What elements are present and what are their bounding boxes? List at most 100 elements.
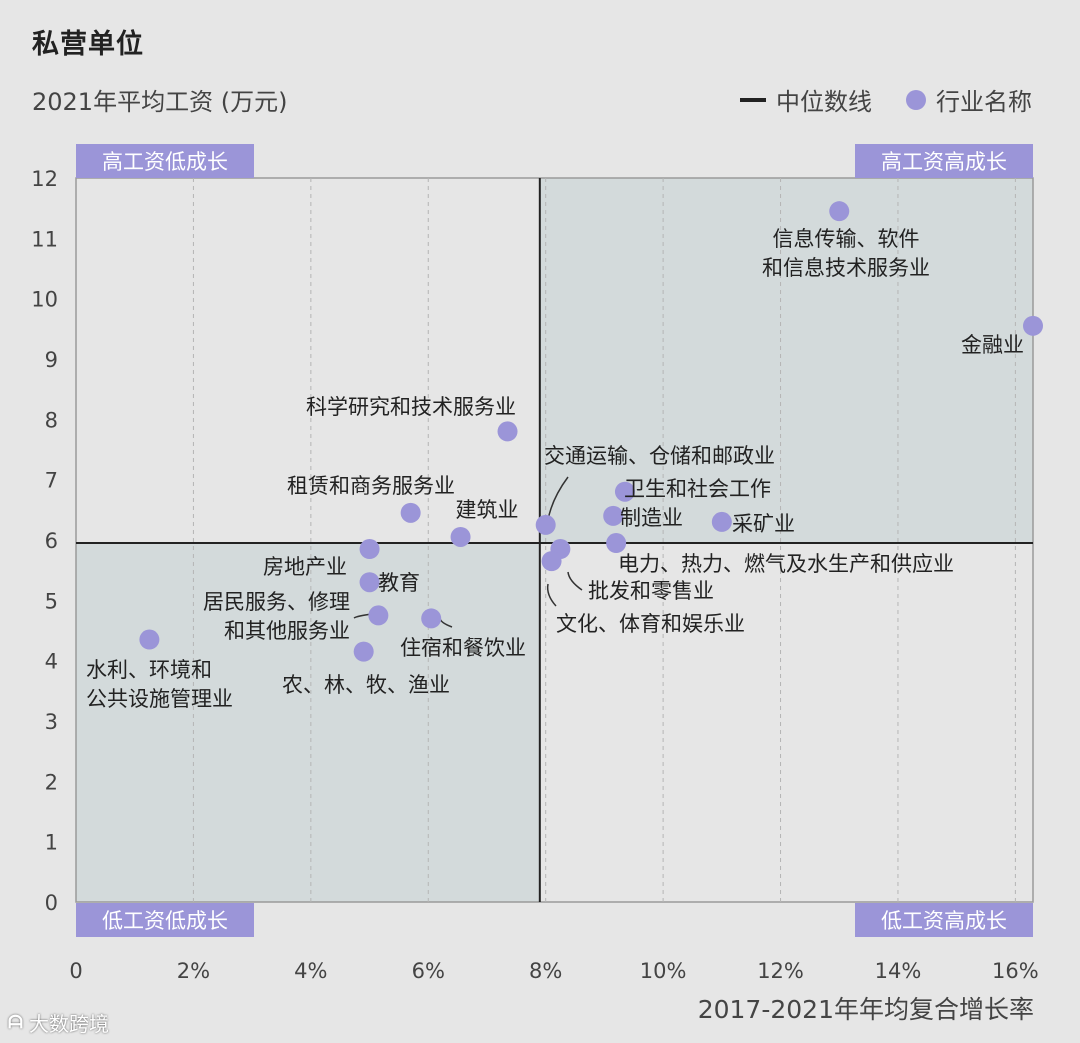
legend-industry-label: 行业名称 [936,88,1032,116]
data-point [711,511,732,532]
plot-frame [75,177,1034,903]
data-point-label: 水利、环境和公共设施管理业 [86,658,233,711]
data-point-label: 科学研究和技术服务业 [306,395,516,419]
y-tick-label: 5 [45,589,58,613]
data-point-label-line: 批发和零售业 [588,579,714,603]
data-point-label-line: 金融业 [961,333,1024,357]
data-point-label-line: 租赁和商务服务业 [287,474,455,498]
data-point-label: 租赁和商务服务业 [287,474,455,498]
data-point [829,201,850,222]
quadrant-label-top-left-bg [76,144,254,178]
y-tick-label: 4 [45,650,58,674]
data-point-label: 文化、体育和娱乐业 [556,612,745,636]
data-point [1023,315,1043,336]
quadrant-label-bottom-left: 低工资低成长 [102,909,228,933]
data-point-label: 制造业 [620,506,683,530]
y-tick-label: 0 [45,891,58,915]
data-point [497,421,518,442]
data-point-label: 卫生和社会工作 [624,477,771,501]
data-point-label-line: 电力、热力、燃气及水生产和供应业 [618,552,954,576]
data-point [400,502,421,523]
x-tick-label: 14% [875,959,922,983]
data-point [353,641,374,662]
y-tick-label: 12 [31,167,58,191]
data-point-label-line: 文化、体育和娱乐业 [556,612,745,636]
y-tick-label: 6 [45,529,58,553]
y-axis-title: 2021年平均工资 (万元) [32,88,288,116]
data-point [421,608,442,629]
data-point-label: 电力、热力、燃气及水生产和供应业 [618,552,954,576]
y-tick-label: 2 [45,770,58,794]
data-point [535,514,556,535]
legend-median-label: 中位数线 [776,88,872,116]
x-tick-label: 10% [640,959,687,983]
data-point [606,533,627,554]
x-tick-label: 12% [757,959,804,983]
quadrant-label-bottom-right-bg [855,903,1033,937]
data-point-label-line: 房地产业 [263,555,347,579]
data-point-label-line: 交通运输、仓储和邮政业 [544,444,775,468]
data-point-label: 批发和零售业 [588,579,714,603]
data-point [139,629,160,650]
data-point-label-line: 卫生和社会工作 [624,477,771,501]
data-point-label-line: 信息传输、软件 [773,227,920,251]
data-point-label: 采矿业 [732,512,795,536]
x-tick-label: 0 [69,959,82,983]
chart-title: 私营单位 [32,29,144,60]
data-point-label-line: 建筑业 [456,498,519,522]
quadrant-label-top-left: 高工资低成长 [102,150,228,174]
data-point-label: 农、林、牧、渔业 [282,673,450,697]
y-tick-label: 11 [31,227,58,251]
data-point-label-line: 科学研究和技术服务业 [306,395,516,419]
data-point-label-line: 住宿和餐饮业 [400,636,526,660]
label-leader-line [567,571,583,591]
y-tick-label: 7 [45,469,58,493]
data-point-label: 居民服务、修理和其他服务业 [203,590,350,643]
quadrant-label-bottom-right: 低工资高成长 [881,909,1007,933]
quadrant-label-bottom-left-bg [76,903,254,937]
data-point-label: 住宿和餐饮业 [400,636,526,660]
industry-dot-swatch [906,89,926,110]
quadrant-label-top-right-bg [855,144,1033,178]
x-tick-label: 8% [529,959,562,983]
y-tick-label: 10 [31,288,58,312]
data-point [603,505,624,526]
data-point-label-line: 制造业 [620,506,683,530]
quadrant-label-top-right: 高工资高成长 [881,150,1007,174]
data-point [450,526,471,547]
data-point-label-line: 水利、环境和 [86,658,212,682]
data-point-label: 房地产业 [263,555,347,579]
y-tick-label: 3 [45,710,58,734]
data-point [541,551,562,572]
x-tick-label: 16% [992,959,1039,983]
data-point [614,481,635,502]
data-point-label: 建筑业 [456,498,519,522]
data-point-label: 金融业 [961,333,1024,357]
median-line-swatch [740,97,766,102]
data-point-label: 信息传输、软件和信息技术服务业 [762,227,930,280]
brand-logo-text: 大数跨境 [28,1012,109,1036]
brand-logo-icon: ᗩ [8,1012,23,1033]
x-tick-label: 4% [294,959,327,983]
brand-logo: ᗩ 大数跨境 [8,1008,109,1037]
y-tick-label: 9 [45,348,58,372]
data-point-label-line: 公共设施管理业 [86,687,233,711]
data-point-label: 教育 [378,571,420,595]
data-point [359,539,380,560]
data-point-label: 交通运输、仓储和邮政业 [544,444,775,468]
data-point [368,605,389,626]
x-tick-label: 6% [412,959,445,983]
data-point-label-line: 和信息技术服务业 [762,256,930,280]
data-point-label-line: 教育 [378,571,420,595]
y-tick-label: 1 [45,831,58,855]
legend: 中位数线 行业名称 [740,82,1032,117]
data-point-label-line: 采矿业 [732,512,795,536]
data-point-label-line: 农、林、牧、渔业 [282,673,450,697]
x-axis-title: 2017-2021年年均复合增长率 [697,995,1034,1024]
quadrant-shade-bottom-left [76,543,540,902]
data-point-label-line: 居民服务、修理 [203,590,350,614]
y-tick-label: 8 [45,408,58,432]
data-point-label-line: 和其他服务业 [224,619,350,643]
